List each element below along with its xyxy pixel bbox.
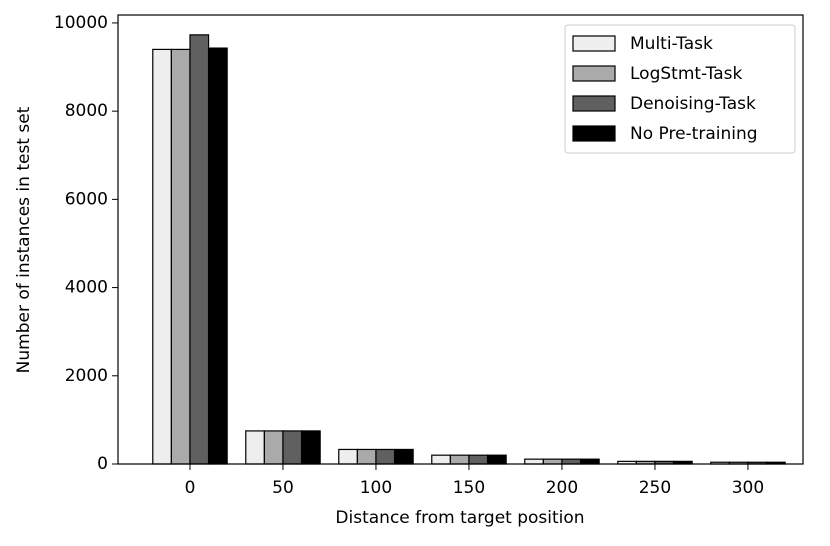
bar xyxy=(561,458,582,465)
legend-label: No Pre-training xyxy=(630,124,758,144)
plot-frame xyxy=(117,14,804,465)
bar xyxy=(449,454,470,465)
x-tick-label: 200 xyxy=(546,478,578,498)
bar xyxy=(579,458,600,465)
bar xyxy=(207,47,228,465)
bar xyxy=(282,430,303,465)
y-tick-label: 4000 xyxy=(65,278,108,298)
x-tick-label: 150 xyxy=(453,478,485,498)
bar xyxy=(356,448,377,465)
bar xyxy=(245,430,265,465)
bar xyxy=(300,430,321,465)
x-tick-label: 50 xyxy=(272,478,294,498)
bar xyxy=(375,448,396,465)
legend-label: Multi-Task xyxy=(630,34,713,54)
bar xyxy=(542,458,563,465)
bar xyxy=(263,430,284,465)
y-tick-label: 2000 xyxy=(65,366,108,386)
y-tick-label: 0 xyxy=(97,454,108,474)
bar xyxy=(393,448,414,465)
bar xyxy=(189,34,210,465)
legend-swatch xyxy=(572,95,616,112)
y-tick-label: 8000 xyxy=(65,101,108,121)
x-tick-label: 300 xyxy=(732,478,764,498)
x-axis-label: Distance from target position xyxy=(335,508,584,528)
x-tick-label: 0 xyxy=(185,478,196,498)
legend-box xyxy=(564,24,796,154)
legend-label: Denoising-Task xyxy=(630,94,756,114)
y-tick-label: 10000 xyxy=(54,13,108,33)
bar xyxy=(170,48,191,465)
legend-label: LogStmt-Task xyxy=(630,64,742,84)
bar xyxy=(431,454,451,465)
y-tick-label: 6000 xyxy=(65,189,108,209)
legend-swatch xyxy=(572,125,616,142)
y-axis-label: Number of instances in test set xyxy=(14,106,34,373)
x-tick-label: 100 xyxy=(360,478,392,498)
bar xyxy=(338,448,358,465)
legend-swatch xyxy=(572,65,616,82)
bar xyxy=(524,458,544,465)
x-tick-label: 250 xyxy=(639,478,671,498)
bar xyxy=(152,48,172,465)
legend-swatch xyxy=(572,35,616,52)
bar xyxy=(468,454,489,465)
bar xyxy=(486,454,507,465)
